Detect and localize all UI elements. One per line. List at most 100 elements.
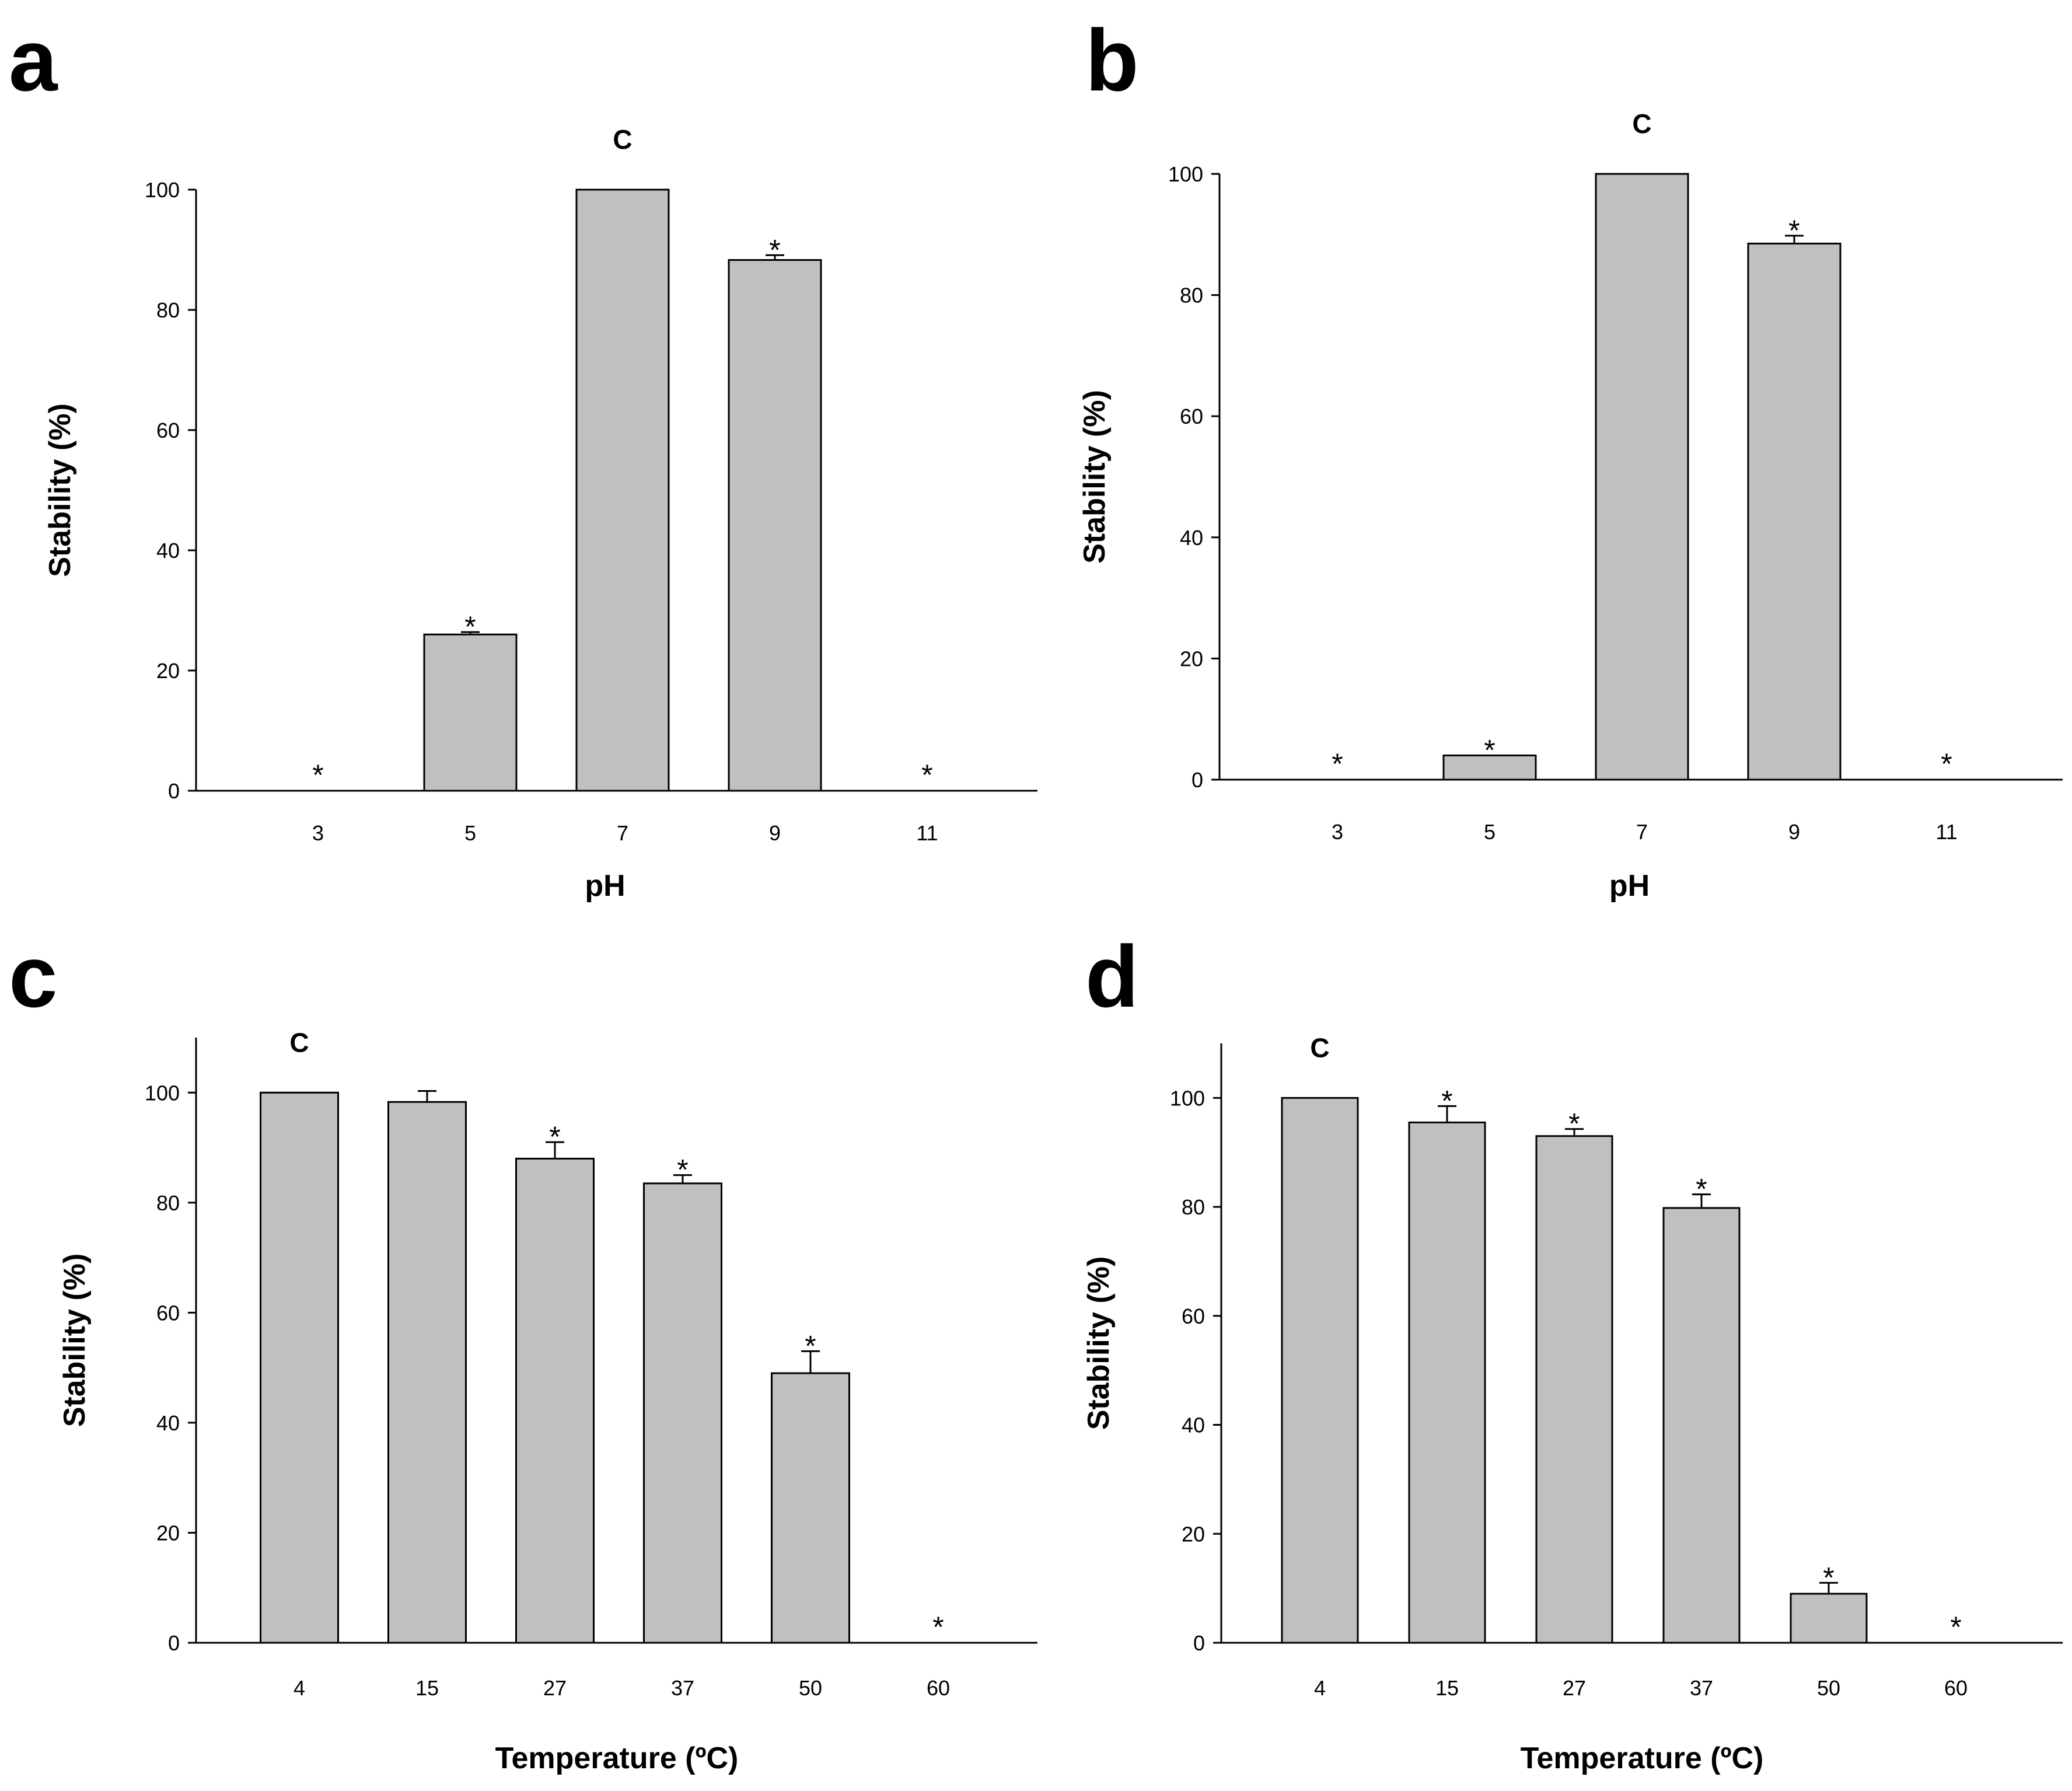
bar-d-4 (1281, 1097, 1359, 1644)
y-tick-label-c: 100 (145, 1081, 180, 1105)
y-tick-label-b: 20 (1180, 647, 1203, 671)
chart-c: 0 20 40 60 80 100 4 C 15 27 * 37 * 50 * 60 * Temperature … (58, 1027, 1037, 1775)
bar-a-9 (728, 259, 822, 792)
y-tick-label-d: 100 (1170, 1086, 1205, 1110)
annotation-b-5: * (1484, 734, 1495, 766)
y-tick-label-c: 60 (156, 1301, 180, 1325)
annotation-d-37: * (1696, 1173, 1707, 1206)
x-tick-label-d: 60 (1944, 1676, 1968, 1700)
bar-b-7 (1595, 173, 1689, 781)
x-tick-label-c: 15 (415, 1676, 439, 1700)
annotation-b-9: * (1788, 214, 1800, 247)
annotation-c-37: * (677, 1154, 688, 1186)
y-axis-title-d: Stability (%) (1082, 1256, 1116, 1430)
x-tick-label-a: 3 (312, 821, 324, 845)
bar-b-9 (1747, 242, 1842, 781)
annotation-c-27: * (549, 1120, 560, 1153)
annotation-d-50: * (1823, 1561, 1834, 1594)
x-tick-label-b: 3 (1332, 820, 1343, 844)
y-tick-label-a: 20 (156, 659, 180, 683)
chart-a: 0 20 40 60 80 100 3 * 5 * 7 C 9 * 11 * pH Stability (%) (43, 124, 1037, 903)
x-tick-label-b: 9 (1788, 820, 1800, 844)
x-tick-label-d: 27 (1563, 1676, 1586, 1700)
x-axis-title-b: pH (1609, 869, 1650, 903)
bar-d-50 (1790, 1593, 1868, 1644)
y-tick-label-a: 100 (145, 178, 180, 202)
x-tick-label-c: 50 (799, 1676, 822, 1700)
error-bar-d-50 (1819, 1581, 1838, 1594)
y-tick-label-b: 80 (1180, 284, 1203, 308)
y-tick-label-c: 0 (168, 1631, 180, 1655)
error-bar-d-15 (1438, 1105, 1456, 1123)
error-bar-c-27 (546, 1141, 564, 1159)
x-tick-label-a: 5 (464, 821, 476, 845)
x-tick-label-c: 4 (293, 1676, 305, 1700)
x-tick-label-b: 7 (1636, 820, 1648, 844)
error-bar-d-27 (1565, 1128, 1584, 1136)
chart-b: 0 20 40 60 80 100 3 * 5 * 7 C 9 * 11 * pH Stability (%) (1078, 109, 2063, 903)
annotation-a-7: C (613, 124, 632, 155)
annotation-b-11: * (1941, 748, 1952, 780)
x-tick-label-d: 37 (1690, 1676, 1713, 1700)
bar-b-5 (1442, 754, 1537, 781)
error-bar-c-37 (673, 1174, 692, 1183)
y-tick-label-c: 80 (156, 1191, 180, 1215)
x-tick-label-a: 9 (769, 821, 781, 845)
x-tick-label-d: 15 (1435, 1676, 1459, 1700)
x-tick-label-c: 37 (671, 1676, 694, 1700)
x-tick-label-d: 50 (1817, 1676, 1840, 1700)
bar-d-15 (1408, 1121, 1486, 1644)
x-tick-label-d: 4 (1314, 1676, 1326, 1700)
error-bar-c-50 (801, 1350, 820, 1374)
y-tick-label-d: 60 (1182, 1304, 1205, 1328)
error-bar-d-37 (1692, 1193, 1711, 1208)
error-bar-c-15 (418, 1090, 436, 1102)
y-axis-title-b: Stability (%) (1078, 390, 1112, 564)
bar-c-50 (771, 1372, 850, 1644)
error-bar-b-9 (1785, 235, 1804, 244)
y-tick-label-a: 80 (156, 298, 180, 322)
annotation-a-11: * (921, 759, 932, 791)
bar-d-27 (1535, 1135, 1613, 1644)
x-tick-label-b: 11 (1935, 820, 1957, 844)
y-axis-title-c: Stability (%) (58, 1254, 92, 1427)
panel-label-b: b (1085, 11, 1139, 109)
y-tick-label-b: 40 (1180, 526, 1203, 550)
x-tick-label-a: 11 (916, 821, 938, 845)
annotation-a-5: * (464, 610, 476, 643)
bar-c-27 (515, 1157, 595, 1644)
annotation-d-4: C (1310, 1032, 1329, 1063)
bar-a-5 (423, 633, 518, 792)
annotation-d-27: * (1568, 1108, 1580, 1140)
panel-label-c: c (9, 927, 57, 1025)
annotation-d-15: * (1441, 1084, 1452, 1117)
y-tick-label-d: 80 (1182, 1195, 1205, 1219)
bar-d-37 (1662, 1207, 1741, 1644)
x-axis-title-a: pH (585, 869, 625, 903)
panel-label-d: d (1085, 927, 1139, 1025)
error-bar-a-9 (766, 254, 784, 260)
y-tick-label-a: 60 (156, 418, 180, 442)
y-tick-label-d: 20 (1182, 1522, 1205, 1546)
annotation-b-3: * (1332, 748, 1343, 780)
bar-a-7 (575, 188, 670, 792)
annotation-c-4: C (289, 1027, 309, 1057)
y-tick-label-b: 100 (1168, 162, 1203, 186)
y-axis-title-a: Stability (%) (43, 403, 77, 577)
annotation-a-9: * (769, 233, 780, 266)
x-axis-title-c: Temperature (ºC) (495, 1741, 739, 1775)
annotation-c-60: * (932, 1611, 944, 1643)
bar-c-37 (643, 1182, 722, 1644)
annotation-a-3: * (312, 759, 323, 791)
y-tick-label-b: 0 (1192, 768, 1203, 792)
bar-c-4 (260, 1091, 339, 1644)
panel-label-a: a (9, 11, 58, 109)
y-tick-label-a: 40 (156, 539, 180, 563)
x-tick-label-c: 60 (927, 1676, 950, 1700)
error-bar-a-5 (461, 631, 480, 635)
x-tick-label-a: 7 (617, 821, 628, 845)
y-tick-label-d: 0 (1193, 1631, 1205, 1655)
y-tick-label-a: 0 (168, 779, 180, 803)
annotation-b-7: C (1632, 109, 1651, 139)
